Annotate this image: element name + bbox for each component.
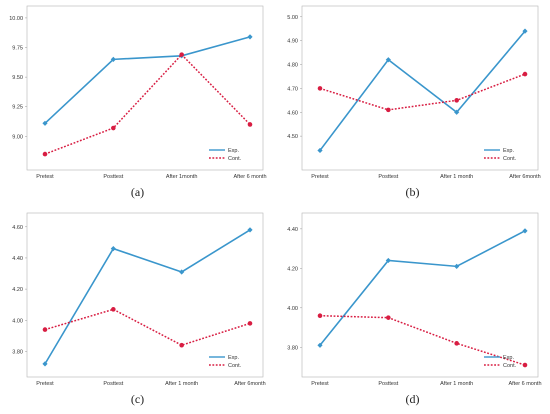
legend-label-cont-d: Cont. — [503, 363, 517, 369]
y-tick-label-a-0: 9.00 — [12, 134, 23, 140]
x-tick-label-d-3: After 6 month — [508, 381, 541, 387]
line-chart-d: 3.80 4.00 4.20 4.40 Pretest Posttest After 1 m… — [287, 212, 542, 387]
data-point-cont-d-2 — [454, 341, 459, 346]
plot-frame-a — [26, 5, 264, 171]
data-point-exp-a-0 — [42, 120, 48, 126]
y-tick-label-d-0: 3.80 — [287, 345, 298, 351]
y-tick-label-c-0: 3.80 — [12, 349, 23, 355]
data-point-exp-c-1 — [110, 246, 116, 252]
data-point-exp-d-0 — [317, 342, 323, 348]
data-point-cont-a-1 — [111, 125, 116, 131]
chart-caption-a: (a) — [130, 185, 145, 199]
y-tick-label-b-4: 4.90 — [287, 39, 298, 45]
x-tick-label-a-3: After 6 month — [233, 174, 266, 180]
legend-label-exp-c: Exp. — [228, 355, 239, 361]
y-tick-label-b-0: 4.50 — [287, 134, 298, 140]
plot-frame-d — [301, 212, 539, 378]
data-point-cont-c-1 — [111, 307, 116, 312]
y-tick-label-b-1: 4.60 — [287, 110, 298, 116]
y-tick-label-c-1: 4.00 — [12, 318, 23, 324]
x-tick-label-c-2: After 1 month — [165, 381, 198, 387]
data-point-exp-b-3 — [522, 28, 528, 34]
line-chart-b: 4.50 4.60 4.70 4.80 4.90 5.00 Pretest Posttest A… — [287, 5, 541, 180]
data-point-exp-c-0 — [42, 361, 48, 367]
series-line-exp-c — [44, 229, 251, 365]
line-chart-c: 3.80 4.00 4.20 4.40 4.60 Pretest Posttest After… — [12, 212, 266, 387]
x-tick-label-a-2: After 1month — [166, 174, 198, 180]
data-point-cont-d-0 — [317, 313, 323, 318]
y-tick-label-d-3: 4.40 — [287, 227, 298, 233]
series-line-cont-a — [44, 53, 251, 155]
data-point-cont-a-2 — [179, 52, 184, 57]
series-line-exp-d — [319, 230, 526, 346]
y-tick-label-b-5: 5.00 — [287, 15, 298, 21]
chart-panel-a: 9.00 9.25 9.50 9.75 10.00 Pretest Posttest Afte… — [0, 0, 275, 207]
x-tick-label-c-3: After 6month — [234, 381, 266, 387]
chart-caption-c: (c) — [130, 392, 145, 406]
data-point-exp-d-3 — [522, 228, 528, 234]
series-line-cont-d — [319, 314, 526, 366]
data-point-cont-a-0 — [42, 151, 48, 157]
x-tick-label-a-0: Pretest — [36, 174, 54, 180]
x-tick-label-c-0: Pretest — [36, 381, 54, 387]
chart-panel-c: 3.80 4.00 4.20 4.40 4.60 Pretest Posttest After… — [0, 207, 275, 414]
plot-frame-c — [26, 212, 264, 378]
data-point-exp-d-1 — [385, 257, 391, 264]
data-point-cont-d-1 — [386, 315, 391, 320]
data-point-cont-d-3 — [522, 362, 528, 368]
legend-label-exp-a: Exp. — [228, 148, 239, 154]
y-tick-label-c-3: 4.40 — [12, 256, 23, 262]
data-point-cont-c-2 — [179, 342, 184, 348]
plot-frame-b — [301, 5, 539, 171]
y-tick-label-b-3: 4.80 — [287, 63, 298, 69]
y-tick-label-d-2: 4.20 — [287, 266, 298, 272]
legend-label-cont-c: Cont. — [228, 363, 242, 369]
x-tick-label-b-1: Posttest — [378, 174, 398, 180]
data-point-cont-a-3 — [247, 122, 253, 127]
line-chart-a: 9.00 9.25 9.50 9.75 10.00 Pretest Posttest Afte… — [9, 5, 267, 180]
series-line-exp-b — [319, 30, 526, 151]
chart-caption-d: (d) — [405, 392, 420, 406]
y-tick-label-a-2: 9.50 — [12, 75, 23, 81]
chart-panel-d: 3.80 4.00 4.20 4.40 Pretest Posttest After 1 m… — [275, 207, 550, 414]
data-point-exp-a-3 — [247, 34, 253, 40]
x-tick-label-d-0: Pretest — [311, 381, 329, 387]
y-tick-label-d-1: 4.00 — [287, 306, 298, 312]
chart-caption-b: (b) — [405, 185, 420, 199]
x-tick-label-c-1: Posttest — [103, 381, 123, 387]
x-tick-label-a-1: Posttest — [103, 174, 123, 180]
y-tick-label-a-3: 9.75 — [12, 46, 23, 52]
x-tick-label-b-3: After 6month — [509, 174, 541, 180]
y-tick-label-c-2: 4.20 — [12, 287, 23, 293]
legend-label-exp-d: Exp. — [503, 355, 514, 361]
x-tick-label-b-0: Pretest — [311, 174, 329, 180]
data-point-exp-b-0 — [317, 147, 323, 154]
data-point-cont-b-3 — [522, 71, 528, 77]
y-tick-label-a-4: 10.00 — [9, 16, 23, 22]
x-tick-label-b-2: After 1 month — [440, 174, 473, 180]
x-tick-label-d-1: Posttest — [378, 381, 398, 387]
data-point-cont-b-2 — [454, 98, 459, 103]
y-tick-label-b-2: 4.70 — [287, 86, 298, 92]
legend-label-exp-b: Exp. — [503, 148, 514, 154]
y-tick-label-c-4: 4.60 — [12, 225, 23, 231]
x-tick-label-d-2: After 1 month — [440, 381, 473, 387]
chart-panel-b: 4.50 4.60 4.70 4.80 4.90 5.00 Pretest Posttest A… — [275, 0, 550, 207]
data-point-cont-b-0 — [317, 86, 323, 91]
data-point-cont-b-1 — [386, 107, 391, 113]
series-line-cont-c — [44, 308, 251, 346]
data-point-exp-a-1 — [110, 56, 116, 62]
data-point-cont-c-0 — [42, 327, 48, 332]
data-point-cont-c-3 — [247, 321, 253, 326]
y-tick-label-a-1: 9.25 — [12, 105, 23, 111]
data-point-exp-c-3 — [247, 227, 253, 233]
series-line-cont-b — [319, 73, 526, 111]
legend-label-cont-b: Cont. — [503, 156, 517, 162]
series-line-exp-a — [44, 36, 251, 124]
legend-label-cont-a: Cont. — [228, 156, 242, 162]
